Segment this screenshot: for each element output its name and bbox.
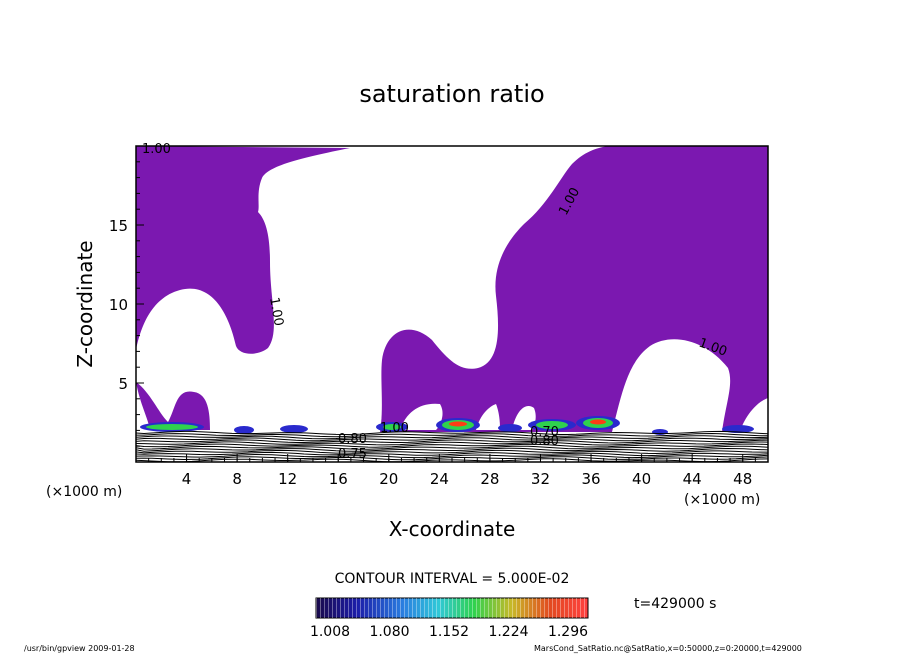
contour-line bbox=[135, 441, 769, 446]
contour-label: 1.00 bbox=[380, 421, 409, 436]
x-tick-label: 16 bbox=[329, 470, 348, 488]
footer-left: /usr/bin/gpview 2009-01-28 bbox=[24, 644, 135, 653]
x-tick-label: 32 bbox=[531, 470, 550, 488]
contour-line bbox=[135, 447, 769, 452]
colorbar-tick-label: 1.008 bbox=[310, 624, 350, 640]
contour-interval: CONTOUR INTERVAL = 5.000E-02 bbox=[335, 571, 570, 587]
y-axis-label: Z-coordinate bbox=[73, 240, 97, 367]
colorbar bbox=[315, 597, 589, 619]
y-tick-label: 5 bbox=[118, 375, 128, 393]
x-tick-label: 36 bbox=[581, 470, 600, 488]
x-unit-left: (×1000 m) bbox=[46, 484, 122, 500]
x-tick-label: 8 bbox=[232, 470, 242, 488]
y-tick-label: 15 bbox=[109, 217, 128, 235]
colorbar-tick-label: 1.224 bbox=[488, 624, 528, 640]
x-tick-label: 12 bbox=[278, 470, 297, 488]
contour-line bbox=[135, 449, 768, 455]
colorbar-tick-label: 1.296 bbox=[548, 624, 588, 640]
contour-label: 0.75 bbox=[338, 447, 367, 462]
x-axis: 4 8 12 16 20 24 28 32 36 40 44 48 bbox=[148, 454, 756, 488]
x-tick-label: 40 bbox=[632, 470, 651, 488]
contour-label: 0.70 bbox=[530, 425, 559, 440]
colorbar-tick-label: 1.080 bbox=[369, 624, 409, 640]
contour-label: 0.80 bbox=[530, 434, 559, 449]
contour-line bbox=[135, 451, 769, 457]
x-tick-label: 28 bbox=[480, 470, 499, 488]
contour-line bbox=[135, 437, 769, 442]
x-tick-label: 20 bbox=[379, 470, 398, 488]
x-tick-label: 24 bbox=[430, 470, 449, 488]
x-axis-label: X-coordinate bbox=[389, 517, 516, 541]
contour-line bbox=[135, 435, 769, 440]
footer-right: MarsCond_SatRatio.nc@SatRatio,x=0:50000,… bbox=[534, 644, 802, 653]
x-tick-label: 4 bbox=[182, 470, 192, 488]
x-unit-right: (×1000 m) bbox=[684, 492, 760, 508]
y-tick-label: 10 bbox=[109, 296, 128, 314]
x-tick-label: 44 bbox=[683, 470, 702, 488]
y-axis: 5 10 15 bbox=[109, 161, 144, 447]
high-saturation-cells bbox=[140, 416, 754, 435]
supersaturated-region bbox=[136, 146, 350, 354]
contour-label: 1.00 bbox=[142, 142, 171, 157]
chart-title: saturation ratio bbox=[359, 80, 544, 108]
plot-area: 1.00 1.00 1.00 1.00 1.00 0.80 0.80 0.75 … bbox=[135, 142, 769, 463]
colorbar-tick-label: 1.152 bbox=[429, 624, 469, 640]
x-tick-label: 48 bbox=[733, 470, 752, 488]
contour-line bbox=[135, 430, 769, 436]
contour-line bbox=[136, 432, 768, 438]
contour-label: 0.80 bbox=[338, 432, 367, 447]
contour-line bbox=[135, 456, 769, 461]
contour-line bbox=[135, 443, 769, 448]
surface-contours bbox=[135, 430, 769, 463]
colorbar-ticks: 1.008 1.080 1.152 1.224 1.296 bbox=[310, 624, 588, 640]
time-label: t=429000 s bbox=[634, 596, 716, 612]
contour-line bbox=[135, 439, 769, 444]
contour-line bbox=[135, 445, 769, 450]
contour-line bbox=[135, 453, 769, 459]
contour-label: 1.00 bbox=[266, 296, 286, 327]
